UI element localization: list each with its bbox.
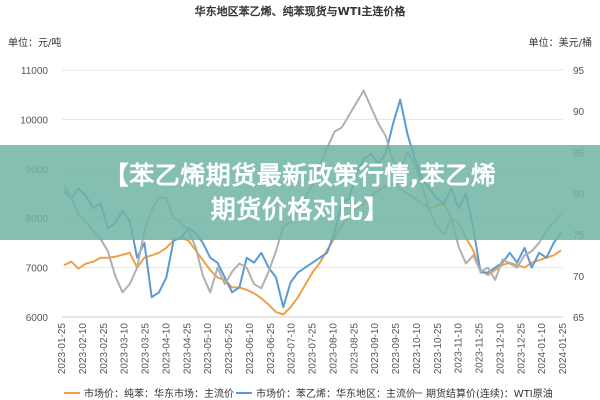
chart-title: 华东地区苯乙烯、纯苯现货与WTI主连价格 <box>195 4 407 18</box>
left-tick-label: 11000 <box>21 66 49 77</box>
legend-label-1: 市场价：纯苯：华东市场：主流价 <box>84 387 234 400</box>
series-line-2 <box>63 98 562 309</box>
x-tick-label: 2023-10-10 <box>412 323 423 375</box>
x-tick-label: 2023-11-10 <box>454 323 465 374</box>
right-axis-unit: 单位：美元/桶 <box>529 36 592 49</box>
x-tick-label: 2023-08-10 <box>328 323 339 375</box>
legend: 市场价：纯苯：华东市场：主流价 市场价：苯乙烯：华东地区：主流价 期货结算价(连续)… <box>64 387 553 400</box>
legend-label-2: 市场价：苯乙烯：华东地区：主流价 <box>256 387 416 400</box>
x-tick-label: 2023-05-25 <box>224 323 235 375</box>
x-tick-label: 2024-01-10 <box>537 323 548 375</box>
x-tick-label: 2023-11-25 <box>475 323 486 374</box>
x-tick-label: 2023-03-10 <box>120 323 131 375</box>
x-axis: 2023-01-25 2023-02-10 2023-02-25 2023-03-10… <box>57 316 569 375</box>
x-tick-label: 2023-04-10 <box>161 323 172 375</box>
banner-line-1: 【苯乙烯期货最新政策行情,苯乙烯 <box>103 160 497 190</box>
right-tick-label: 90 <box>573 107 585 118</box>
x-tick-label: 2023-01-25 <box>57 323 68 375</box>
x-tick-label: 2023-06-10 <box>245 323 256 375</box>
x-tick-label: 2023-08-25 <box>349 323 360 375</box>
x-tick-label: 2023-06-25 <box>266 323 277 375</box>
x-tick-label: 2023-02-10 <box>78 323 89 375</box>
x-tick-label: 2023-10-25 <box>433 323 444 375</box>
left-axis-unit: 单位：元/吨 <box>8 36 61 49</box>
right-tick-label: 70 <box>573 272 585 283</box>
x-tick-label: 2023-12-25 <box>516 323 527 375</box>
left-tick-label: 6000 <box>26 313 49 324</box>
x-tick-label: 2023-02-25 <box>99 323 110 375</box>
x-tick-label: 2023-03-25 <box>141 323 152 375</box>
x-tick-label: 2023-05-10 <box>203 323 214 375</box>
x-tick-label: 2024-01-25 <box>558 323 569 375</box>
left-tick-label: 10000 <box>20 115 48 126</box>
title-banner: 【苯乙烯期货最新政策行情,苯乙烯 期货价格对比】 <box>0 145 600 240</box>
legend-label-3: 期货结算价(连续)：WTI原油 <box>426 387 553 400</box>
banner-line-2: 期货价格对比】 <box>210 194 390 224</box>
right-tick-label: 95 <box>573 66 585 77</box>
x-tick-label: 2023-07-10 <box>287 323 298 375</box>
x-tick-label: 2023-12-10 <box>495 323 506 375</box>
left-tick-label: 7000 <box>26 264 49 275</box>
x-tick-label: 2023-09-10 <box>370 323 381 375</box>
right-tick-label: 65 <box>573 313 585 324</box>
x-tick-label: 2023-07-25 <box>308 323 319 375</box>
x-tick-label: 2023-09-25 <box>391 323 402 375</box>
x-tick-label: 2023-04-25 <box>182 323 193 375</box>
